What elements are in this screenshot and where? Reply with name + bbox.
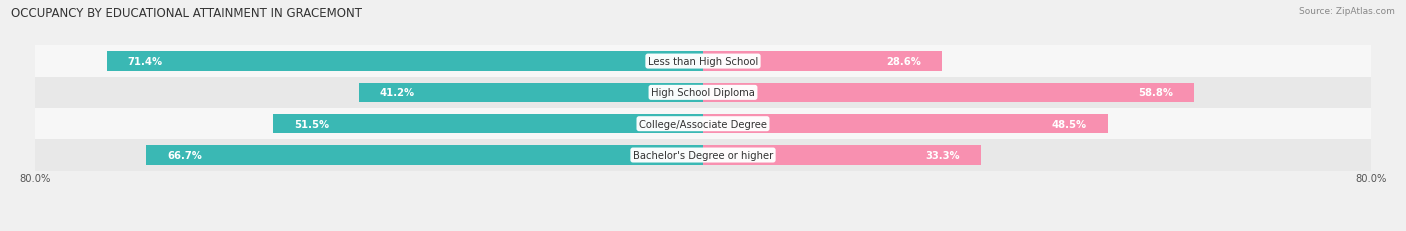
Text: 51.5%: 51.5% xyxy=(294,119,329,129)
Bar xyxy=(703,83,1194,103)
Text: 66.7%: 66.7% xyxy=(167,150,202,160)
Text: 41.2%: 41.2% xyxy=(380,88,415,98)
Text: 48.5%: 48.5% xyxy=(1052,119,1087,129)
Bar xyxy=(107,52,703,71)
Bar xyxy=(35,46,1371,77)
Bar xyxy=(703,146,981,165)
Bar xyxy=(359,83,703,103)
Bar xyxy=(35,77,1371,109)
Bar xyxy=(703,115,1108,134)
Bar xyxy=(146,146,703,165)
Bar xyxy=(35,140,1371,171)
Text: 71.4%: 71.4% xyxy=(128,57,163,67)
Text: 33.3%: 33.3% xyxy=(925,150,960,160)
Text: Bachelor's Degree or higher: Bachelor's Degree or higher xyxy=(633,150,773,160)
Bar xyxy=(273,115,703,134)
Text: College/Associate Degree: College/Associate Degree xyxy=(638,119,768,129)
Text: OCCUPANCY BY EDUCATIONAL ATTAINMENT IN GRACEMONT: OCCUPANCY BY EDUCATIONAL ATTAINMENT IN G… xyxy=(11,7,363,20)
Text: Source: ZipAtlas.com: Source: ZipAtlas.com xyxy=(1299,7,1395,16)
Bar xyxy=(35,109,1371,140)
Bar xyxy=(703,52,942,71)
Text: Less than High School: Less than High School xyxy=(648,57,758,67)
Text: 28.6%: 28.6% xyxy=(886,57,921,67)
Text: 58.8%: 58.8% xyxy=(1137,88,1173,98)
Text: High School Diploma: High School Diploma xyxy=(651,88,755,98)
